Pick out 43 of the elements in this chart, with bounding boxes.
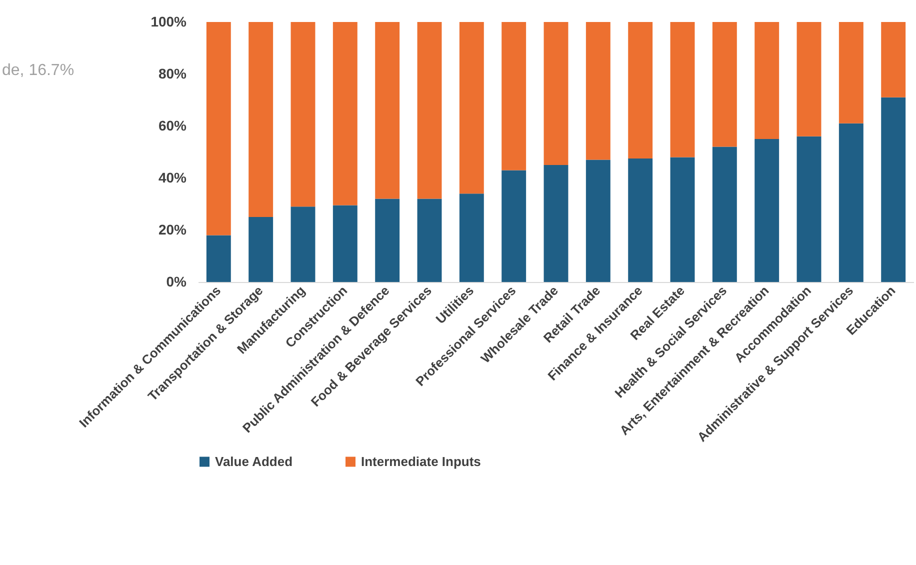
bar: [459, 194, 484, 282]
bar: [248, 217, 274, 282]
bar: [290, 206, 316, 282]
bar: [670, 157, 695, 282]
bar: [332, 22, 358, 206]
y-tick-label: 40%: [158, 170, 188, 186]
bar: [754, 139, 780, 282]
y-tick-label: 0%: [166, 274, 188, 290]
y-tick-label: 100%: [150, 14, 188, 30]
bar: [586, 22, 610, 160]
bar: [881, 97, 906, 282]
bar: [206, 22, 231, 236]
bar: [544, 165, 568, 282]
y-tick-label: 20%: [158, 222, 188, 238]
bar: [838, 22, 864, 124]
y-tick-label: 60%: [158, 118, 188, 134]
bar: [459, 22, 484, 194]
bar: [332, 205, 358, 282]
bar: [417, 198, 442, 282]
bar: [712, 22, 737, 147]
bar: [586, 160, 610, 282]
legend-label: Intermediate Inputs: [361, 454, 481, 469]
bar: [712, 146, 737, 282]
bar: [796, 136, 822, 282]
bar: [290, 22, 316, 207]
bar: [544, 22, 568, 165]
bar: [881, 22, 906, 98]
text: de, 16.7%: [2, 62, 74, 80]
bar: [796, 22, 822, 136]
bar: [754, 22, 780, 139]
bar: [206, 235, 231, 282]
bar: [375, 22, 400, 199]
bar: [248, 22, 274, 217]
legend-label: Value Added: [215, 454, 293, 469]
bar: [628, 22, 653, 158]
bar: [502, 170, 526, 282]
y-tick-label: 80%: [158, 66, 188, 82]
bar: [838, 123, 864, 282]
bar: [502, 22, 526, 170]
bar: [670, 22, 695, 158]
bar: [628, 158, 653, 282]
bar: [375, 198, 400, 282]
bar: [417, 22, 442, 199]
